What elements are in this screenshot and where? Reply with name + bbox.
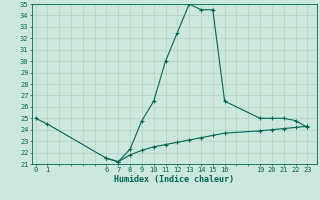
- X-axis label: Humidex (Indice chaleur): Humidex (Indice chaleur): [115, 175, 234, 184]
